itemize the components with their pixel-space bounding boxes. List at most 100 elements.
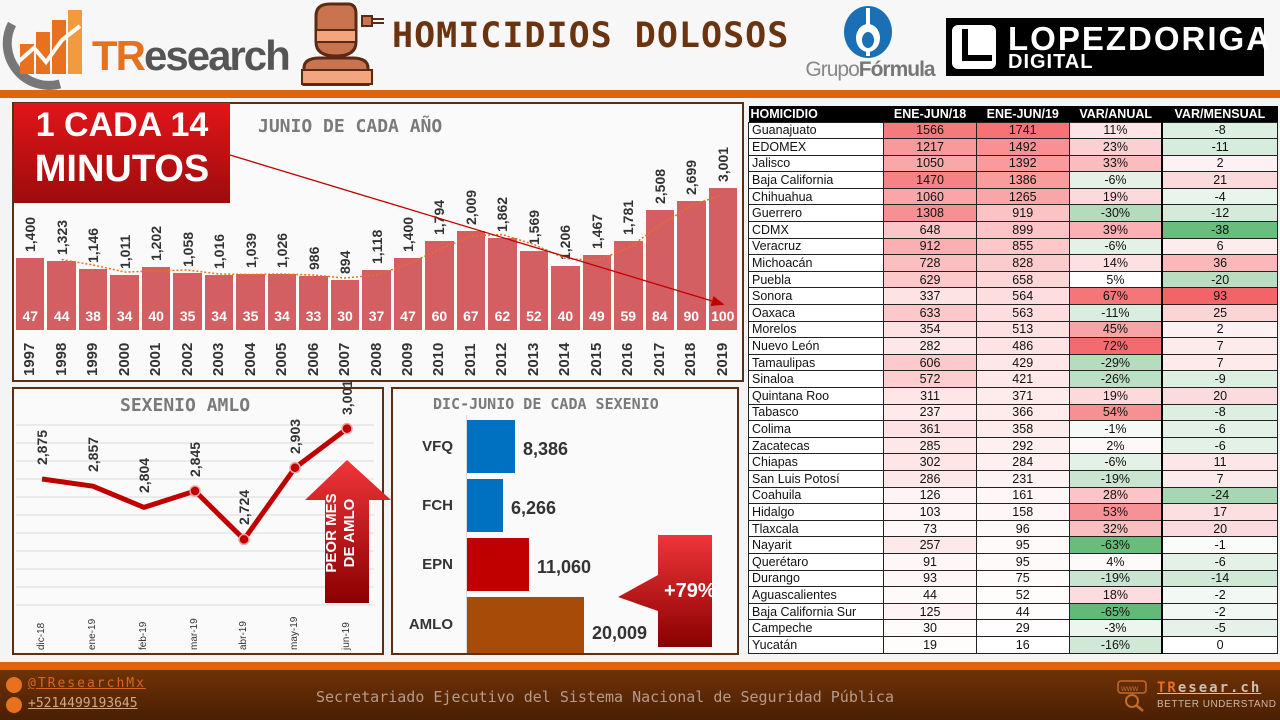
table-header-row: HOMICIDIO ENE-JUN/18 ENE-JUN/19 VAR/ANUA… <box>748 106 1278 122</box>
col-header-2018: ENE-JUN/18 <box>883 106 977 122</box>
cell-state: CDMX <box>747 221 885 239</box>
table-row: Nuevo León 282 486 72% 7 <box>747 337 1279 355</box>
cell-2019: 486 <box>975 337 1070 355</box>
cell-var-anual: -3% <box>1068 619 1164 637</box>
chart-growth-icon <box>2 10 82 90</box>
line-value-label: 2,804 <box>136 458 152 494</box>
line-month-label: abr-19 <box>238 621 249 650</box>
cell-var-anual: 4% <box>1068 552 1164 571</box>
cell-state: San Luis Potosí <box>747 469 885 488</box>
cell-2019: 563 <box>975 304 1070 322</box>
col-header-var-mensual: VAR/MENSUAL <box>1162 106 1278 122</box>
bound-person-icon <box>301 2 384 86</box>
hbar-category-label: EPN <box>422 555 453 573</box>
worst-month-line2: DE AMLO <box>341 498 358 568</box>
line-value-label: 2,845 <box>187 441 203 477</box>
website-link[interactable]: TResear.ch <box>1157 680 1261 696</box>
cell-2018: 19 <box>883 635 977 654</box>
cell-2018: 337 <box>883 287 977 306</box>
footer: @TResearchMx +5214499193645 Secretariado… <box>0 670 1280 720</box>
cell-2018: 728 <box>883 254 977 272</box>
cell-2019: 371 <box>975 387 1070 405</box>
table-row: CDMX 648 899 39% -38 <box>747 221 1279 239</box>
cell-state: Campeche <box>747 619 885 637</box>
cell-var-mensual: 6 <box>1161 237 1279 256</box>
cell-state: Sonora <box>747 287 885 306</box>
site-suffix: esear.ch <box>1177 680 1262 696</box>
cell-var-anual: -65% <box>1068 602 1164 621</box>
cell-2018: 354 <box>883 320 977 339</box>
gf-prefix: Grupo <box>805 58 859 81</box>
cell-var-mensual: 20 <box>1161 387 1279 405</box>
sexenio-amlo-line-panel: SEXENIO AMLO <box>12 387 384 655</box>
cell-2018: 126 <box>883 486 977 505</box>
cell-2018: 361 <box>883 420 977 438</box>
cell-2019: 1392 <box>975 154 1070 173</box>
cell-2018: 572 <box>883 370 977 388</box>
bar-1999: 38 <box>78 269 108 330</box>
table-row: Zacatecas 285 292 2% -6 <box>747 436 1279 455</box>
cell-var-mensual: 2 <box>1161 154 1279 173</box>
cell-2018: 257 <box>883 536 977 554</box>
cell-var-anual: -19% <box>1068 569 1164 588</box>
table-row: Chiapas 302 284 -6% 11 <box>747 453 1279 471</box>
callout-line1: 1 CADA 14 <box>35 106 209 144</box>
hbar-value-label: 11,060 <box>537 556 592 577</box>
bar-index-label: 90 <box>683 308 700 324</box>
bar-index-label: 30 <box>337 308 353 324</box>
table-row: Coahuila 126 161 28% -24 <box>747 486 1279 505</box>
line-marker <box>189 485 201 497</box>
bar-index-label: 60 <box>431 308 448 324</box>
up-arrow-icon <box>305 460 391 603</box>
cell-2018: 606 <box>883 353 977 372</box>
cell-state: Coahuila <box>747 486 885 505</box>
col-header-state: HOMICIDIO <box>748 106 884 122</box>
bar-index-label: 38 <box>85 308 101 324</box>
cell-state: Tabasco <box>747 403 885 422</box>
cell-2019: 95 <box>975 552 1070 571</box>
cell-var-anual: -6% <box>1068 453 1164 471</box>
table-row: EDOMEX 1217 1492 23% -11 <box>747 138 1279 156</box>
line-chart-plot <box>16 422 374 606</box>
hbar-category-label: AMLO <box>408 616 453 633</box>
cell-var-anual: -29% <box>1068 353 1164 372</box>
cell-2019: 44 <box>975 602 1070 621</box>
cell-var-anual: -1% <box>1068 420 1164 438</box>
bar-index-label: 40 <box>557 308 574 324</box>
logo-text-tr: TR <box>92 32 146 79</box>
cell-2019: 29 <box>975 619 1070 637</box>
left-arrow-callout-icon <box>618 535 712 647</box>
cell-var-anual: 67% <box>1068 287 1164 306</box>
line-month-label: mar-19 <box>189 618 200 650</box>
divider-top <box>0 90 1280 98</box>
line-value-label: 2,857 <box>85 437 101 473</box>
cell-var-mensual: -1 <box>1161 536 1279 554</box>
bar-2001: 40 <box>141 267 171 330</box>
cell-var-mensual: 7 <box>1161 353 1279 372</box>
ld-name: LOPEZDORIGA <box>1008 20 1273 57</box>
cell-var-mensual: 21 <box>1161 171 1279 189</box>
cell-state: EDOMEX <box>747 138 885 156</box>
cell-var-anual: 53% <box>1068 503 1164 521</box>
cell-2019: 1265 <box>975 187 1070 206</box>
divider-bottom <box>0 662 1280 670</box>
worst-month-line1: PEOR MES <box>323 493 340 573</box>
cell-2019: 899 <box>975 221 1070 239</box>
cell-var-mensual: -8 <box>1161 403 1279 422</box>
cell-2018: 311 <box>883 387 977 405</box>
twitter-handle-link[interactable]: @TResearchMx <box>28 676 146 691</box>
cell-2019: 158 <box>975 503 1070 521</box>
cell-var-anual: 33% <box>1068 154 1164 173</box>
cell-2018: 282 <box>883 337 977 355</box>
cell-var-anual: 45% <box>1068 320 1164 339</box>
phone-link[interactable]: +5214499193645 <box>28 696 138 711</box>
cell-state: Tlaxcala <box>747 519 885 538</box>
line-month-label: feb-19 <box>138 621 149 650</box>
bar-index-label: 34 <box>211 308 227 324</box>
cell-var-mensual: 17 <box>1161 503 1279 521</box>
table-row: Baja California Sur 125 44 -65% -2 <box>747 602 1279 621</box>
cell-2019: 564 <box>975 287 1070 306</box>
table-row: Yucatán 19 16 -16% 0 <box>747 635 1279 654</box>
line-marker <box>238 533 250 546</box>
